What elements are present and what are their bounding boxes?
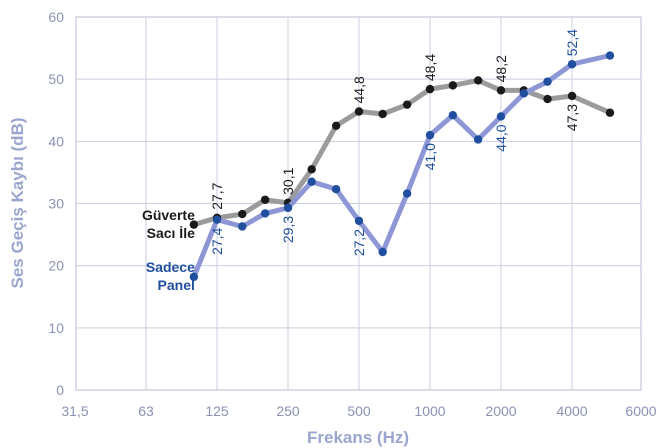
x-tick-label: 63: [138, 403, 154, 419]
data-point: [567, 91, 577, 101]
series-name-label: Sacı İle: [147, 225, 195, 241]
data-point: [496, 112, 506, 121]
y-tick-label: 0: [56, 382, 64, 398]
data-point: [283, 203, 293, 213]
data-point: [260, 195, 270, 204]
data-point: [238, 222, 247, 231]
data-point: [307, 177, 316, 186]
y-tick-label: 40: [48, 133, 64, 149]
data-point: [605, 108, 615, 117]
data-label: 52,4: [564, 29, 580, 56]
data-label: 48,2: [493, 55, 509, 82]
data-point: [473, 76, 483, 85]
data-point: [331, 185, 341, 194]
y-axis-label: Ses Geçiş Kaybı (dB): [8, 117, 27, 288]
data-label: 27,7: [209, 182, 225, 209]
data-point: [448, 81, 458, 90]
y-tick-label: 20: [48, 258, 64, 274]
series-name-label: Sadece: [146, 259, 195, 275]
data-point: [378, 109, 387, 119]
data-label: 44,0: [493, 124, 509, 151]
series-1: [189, 76, 615, 229]
series-name-labels: Güverte Sacı İle Sadece Panel: [142, 207, 195, 293]
data-point: [189, 272, 199, 282]
data-label: 30,1: [280, 167, 296, 194]
x-tick-labels: 31,5 63 125 250 500 1000 2000 4000 6000: [61, 403, 656, 419]
data-point: [354, 107, 364, 116]
data-point: [402, 189, 412, 198]
x-tick-label: 2000: [485, 403, 516, 419]
data-labels: 27,7 30,1 44,8 48,4 48,2 47,3 27,4 29,3 27,2 41,0…: [209, 29, 580, 256]
data-point: [543, 94, 552, 104]
data-point: [425, 84, 435, 94]
data-label: 27,2: [351, 229, 367, 256]
data-point: [331, 121, 341, 130]
series-name-label: Güverte: [142, 207, 195, 223]
data-label: 41,0: [422, 143, 438, 170]
data-point: [473, 135, 483, 144]
data-point: [238, 209, 247, 219]
y-tick-labels: 0 10 20 30 40 50 60: [48, 9, 64, 398]
x-axis-label: Frekans (Hz): [307, 428, 409, 447]
data-point: [260, 209, 270, 218]
data-point: [189, 220, 199, 229]
data-point: [567, 60, 577, 69]
data-point: [212, 215, 222, 224]
y-tick-label: 10: [48, 320, 64, 336]
data-point: [496, 86, 506, 95]
data-point: [378, 247, 387, 257]
y-tick-label: 60: [48, 9, 64, 25]
data-point: [519, 89, 529, 98]
data-label: 27,4: [209, 227, 225, 254]
x-tick-label: 250: [276, 403, 300, 419]
data-point: [605, 51, 615, 60]
series-name-label: Panel: [158, 277, 195, 293]
data-label: 29,3: [280, 216, 296, 243]
data-point: [543, 77, 552, 86]
data-label: 47,3: [564, 104, 580, 131]
series-2: [189, 51, 615, 282]
x-tick-label: 500: [347, 403, 371, 419]
x-tick-label: 4000: [556, 403, 587, 419]
data-point: [402, 100, 412, 109]
x-tick-label: 125: [205, 403, 229, 419]
series-layer: [189, 51, 615, 282]
data-point: [307, 165, 316, 174]
gridlines: [76, 17, 641, 390]
data-label: 48,4: [422, 54, 438, 81]
data-point: [425, 130, 435, 140]
data-label: 44,8: [351, 76, 367, 103]
y-tick-label: 50: [48, 71, 64, 87]
x-tick-label: 1000: [414, 403, 445, 419]
x-tick-label: 6000: [625, 403, 656, 419]
y-tick-label: 30: [48, 196, 64, 212]
x-tick-label: 31,5: [61, 403, 88, 419]
data-point: [448, 111, 458, 120]
data-point: [354, 216, 364, 226]
series-line: [191, 53, 613, 280]
